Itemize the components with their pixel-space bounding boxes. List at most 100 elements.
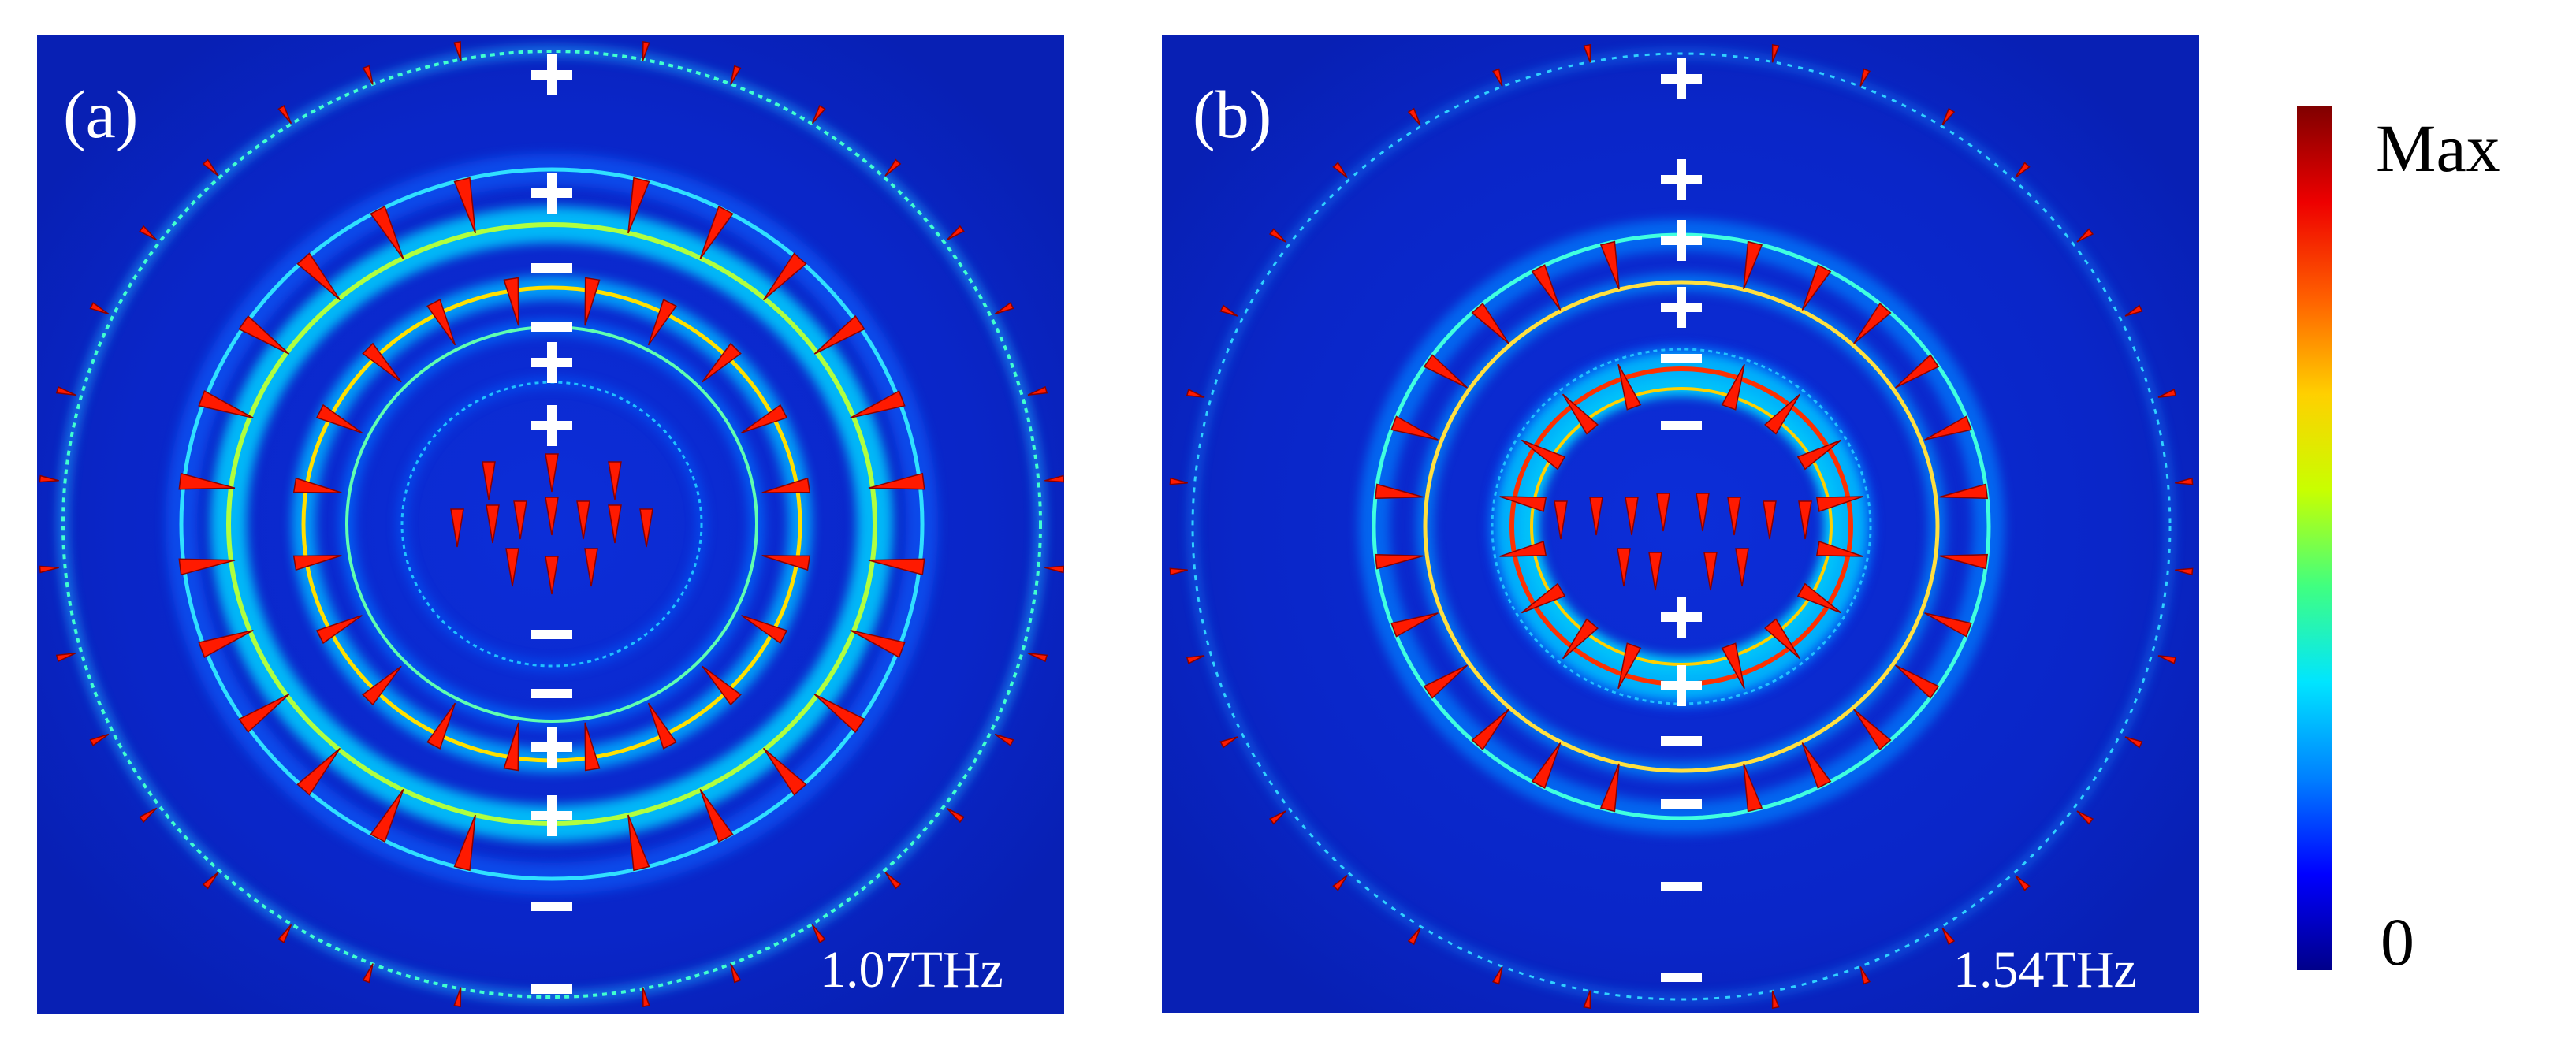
field-arrow — [139, 807, 158, 824]
panel-a — [37, 35, 1064, 1014]
field-arrow — [1617, 642, 1642, 690]
field-arrow — [1796, 439, 1842, 471]
field-arrow — [699, 205, 734, 259]
field-arrow — [1491, 966, 1503, 985]
field-arrow — [450, 508, 464, 548]
field-arrow — [1853, 302, 1892, 344]
field-arrow — [608, 461, 622, 500]
field-arrow — [55, 385, 76, 396]
minus-charge-sign — [531, 902, 572, 911]
field-arrow — [1727, 497, 1741, 536]
field-arrow — [453, 987, 462, 1007]
field-arrow — [2015, 162, 2031, 178]
field-arrow — [1423, 664, 1468, 699]
plus-charge-sign — [1677, 597, 1686, 638]
field-arrow — [1771, 990, 1780, 1010]
field-arrow — [89, 302, 110, 315]
field-arrow — [1423, 354, 1468, 389]
field-arrow — [1859, 966, 1871, 985]
panel-b-charge-signs — [1661, 58, 1702, 982]
minus-charge-sign — [531, 630, 572, 639]
field-arrow — [2157, 389, 2177, 398]
field-arrow — [762, 747, 807, 796]
field-arrow — [453, 177, 476, 234]
field-arrow — [2175, 477, 2194, 485]
plus-charge-sign — [1677, 220, 1686, 261]
colorbar — [2297, 106, 2332, 970]
field-arrow — [370, 789, 404, 843]
field-arrow — [1531, 742, 1562, 789]
field-arrow — [362, 65, 374, 85]
field-arrow — [946, 225, 965, 241]
field-arrow — [1895, 664, 1940, 699]
field-arrow — [1332, 875, 1348, 891]
field-arrow — [315, 404, 363, 433]
field-arrow — [178, 472, 236, 490]
field-arrow — [1924, 415, 1972, 441]
field-arrow — [2175, 567, 2194, 576]
field-arrow — [1491, 68, 1503, 87]
field-arrow — [741, 404, 788, 433]
field-arrow — [2076, 810, 2094, 825]
field-arrow — [1801, 742, 1832, 789]
field-arrow — [1219, 304, 1238, 317]
field-arrow — [1562, 393, 1599, 435]
field-arrow — [1268, 810, 1286, 825]
plus-charge-sign — [547, 727, 557, 768]
field-arrow — [513, 500, 527, 540]
field-ring — [1423, 280, 1940, 773]
field-arrow — [1924, 612, 1972, 638]
minus-charge-sign — [1661, 354, 1702, 363]
field-arrow — [1625, 497, 1639, 536]
plus-charge-sign — [1677, 58, 1686, 99]
field-arrow — [1771, 43, 1780, 63]
field-ring — [179, 167, 925, 881]
field-arrow — [642, 987, 650, 1007]
field-arrow — [1853, 709, 1892, 751]
field-arrow — [1764, 393, 1801, 435]
field-arrow — [1027, 385, 1048, 396]
field-arrow — [1599, 763, 1620, 813]
field-arrow — [1390, 415, 1439, 441]
field-arrow — [503, 722, 519, 772]
plus-charge-sign — [547, 54, 557, 95]
field-arrow — [1796, 582, 1842, 614]
field-arrow — [1374, 483, 1424, 500]
field-arrow — [1656, 493, 1670, 532]
field-arrow — [584, 277, 601, 326]
field-arrow — [482, 461, 496, 500]
field-arrow — [296, 252, 341, 301]
field-arrow — [315, 615, 363, 645]
field-arrow — [702, 342, 742, 383]
field-arrow — [486, 504, 500, 544]
field-arrow — [1815, 541, 1863, 557]
field-arrow — [1895, 354, 1940, 389]
field-arrow — [699, 789, 734, 843]
field-arrow — [1583, 990, 1591, 1010]
minus-charge-sign — [531, 984, 572, 994]
field-arrow — [1390, 612, 1439, 638]
field-arrow — [994, 733, 1014, 746]
field-arrow — [1735, 548, 1749, 587]
field-arrow — [139, 225, 158, 241]
field-arrow — [1407, 927, 1421, 946]
field-arrow — [453, 814, 476, 872]
panel-a-label: (a) — [63, 76, 139, 152]
field-arrow — [1599, 240, 1620, 290]
field-arrow — [2015, 875, 2031, 891]
field-arrow — [2076, 228, 2094, 243]
panel-b — [1162, 35, 2199, 1013]
field-arrow — [1044, 565, 1064, 574]
field-arrow — [884, 872, 902, 890]
field-ring — [1491, 348, 1872, 705]
field-arrow — [1859, 68, 1871, 87]
plus-charge-sign — [1677, 159, 1686, 200]
field-arrow — [202, 872, 219, 890]
field-arrow — [811, 104, 826, 125]
minus-charge-sign — [531, 689, 572, 698]
field-arrow — [1941, 927, 1956, 946]
field-arrow — [1027, 652, 1048, 663]
minus-charge-sign — [1661, 421, 1702, 430]
field-arrow — [1186, 389, 1205, 398]
